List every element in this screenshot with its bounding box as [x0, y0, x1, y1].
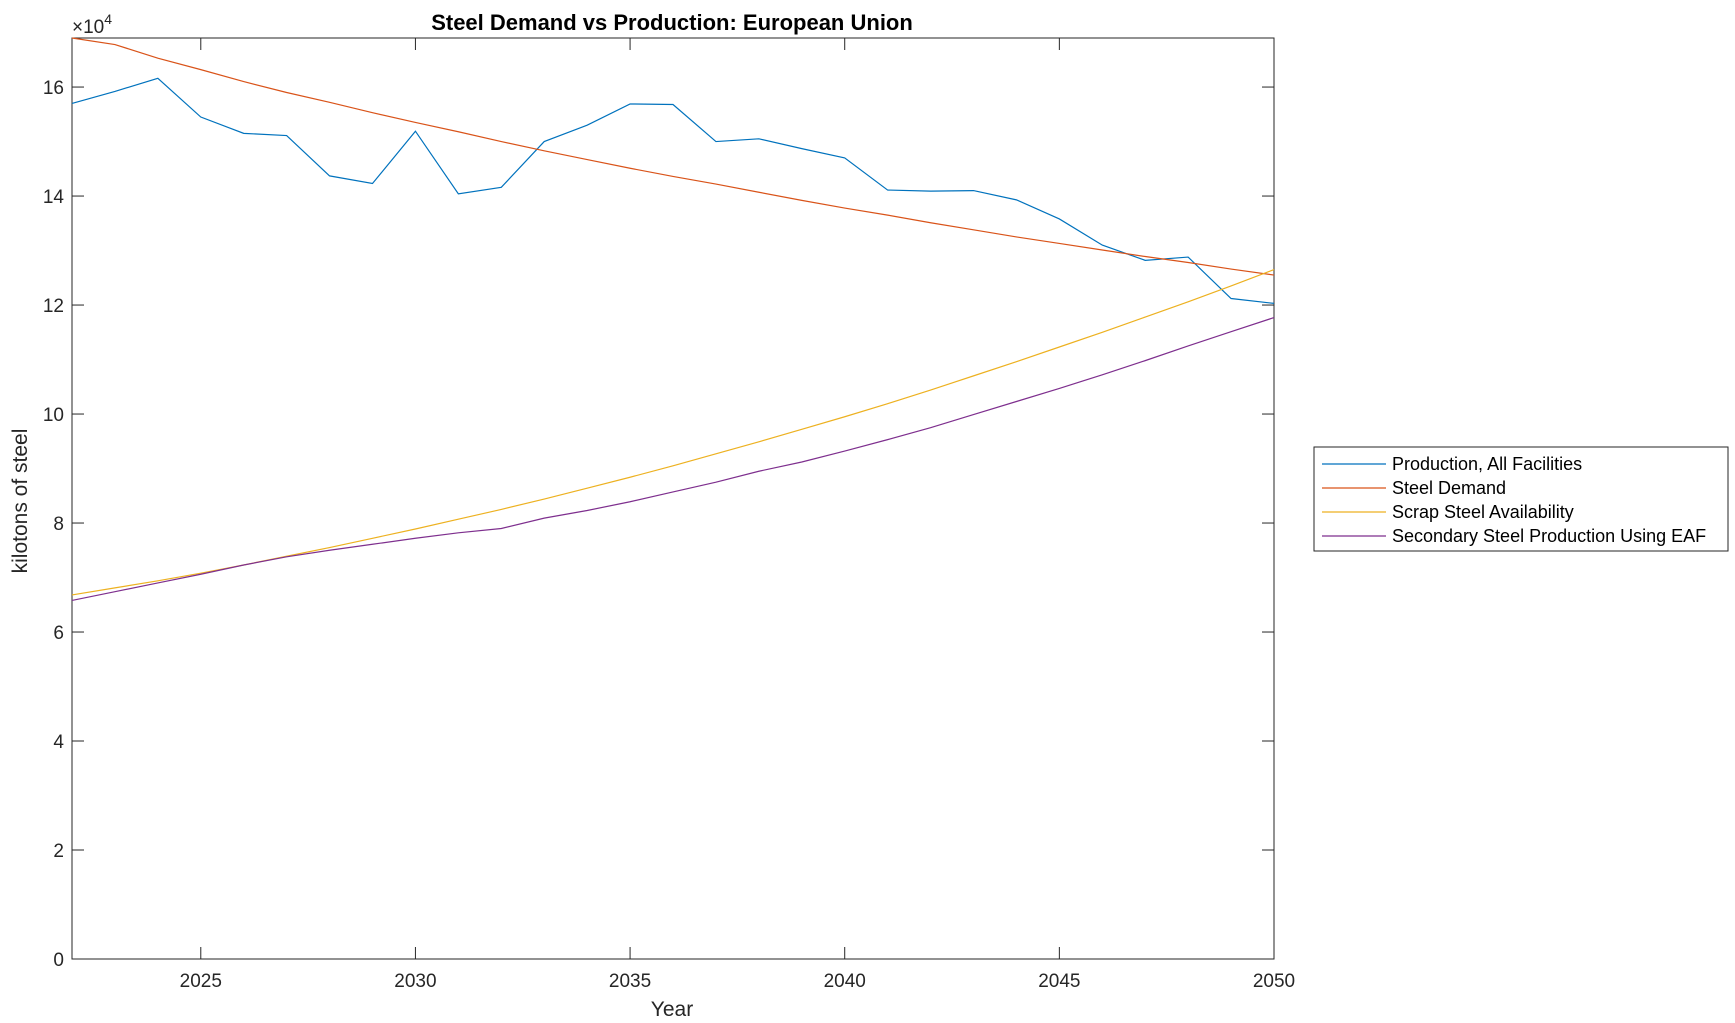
x-tick-label: 2035: [609, 971, 651, 992]
series-line-4: [71, 317, 1275, 601]
y-axis-exponent: ×104: [72, 11, 112, 38]
legend-label: Production, All Facilities: [1392, 454, 1582, 474]
y-axis-exponent-power: 4: [104, 11, 112, 27]
y-tick-label: 6: [53, 623, 64, 644]
x-tick-label: 2040: [824, 971, 866, 992]
legend-label: Secondary Steel Production Using EAF: [1392, 526, 1706, 546]
y-axis-label: kilotons of steel: [9, 429, 32, 574]
y-tick-label: 8: [53, 514, 64, 535]
legend: Production, All Facilities Steel Demand Sc…: [1313, 446, 1729, 552]
plot-area: [71, 37, 1275, 960]
x-tick-label: 2050: [1253, 971, 1295, 992]
x-tick-label: 2030: [394, 971, 436, 992]
y-tick-label: 0: [53, 950, 64, 971]
y-tick-label: 10: [43, 405, 64, 426]
x-tick-label: 2045: [1038, 971, 1080, 992]
chart-title: Steel Demand vs Production: European Uni…: [431, 10, 913, 35]
y-tick-label: 2: [53, 841, 64, 862]
y-axis-ticks: 0 2 4 6 8 10 12 14 16: [43, 78, 1274, 971]
y-axis-exponent-base: ×10: [72, 17, 104, 38]
legend-label: Steel Demand: [1392, 478, 1506, 498]
legend-label: Scrap Steel Availability: [1392, 502, 1574, 522]
x-axis-ticks: 2025 2030 2035 2040 2045 2050: [180, 38, 1295, 992]
x-axis-label: Year: [651, 998, 693, 1021]
y-tick-label: 12: [43, 296, 64, 317]
series-line-2: [71, 37, 1275, 276]
y-tick-label: 16: [43, 78, 64, 99]
y-tick-label: 14: [43, 187, 65, 208]
series-lines: [71, 37, 1275, 601]
y-tick-label: 4: [53, 732, 64, 753]
plot-frame: [71, 37, 1275, 960]
series-line-1: [71, 77, 1275, 304]
x-tick-label: 2025: [180, 971, 222, 992]
